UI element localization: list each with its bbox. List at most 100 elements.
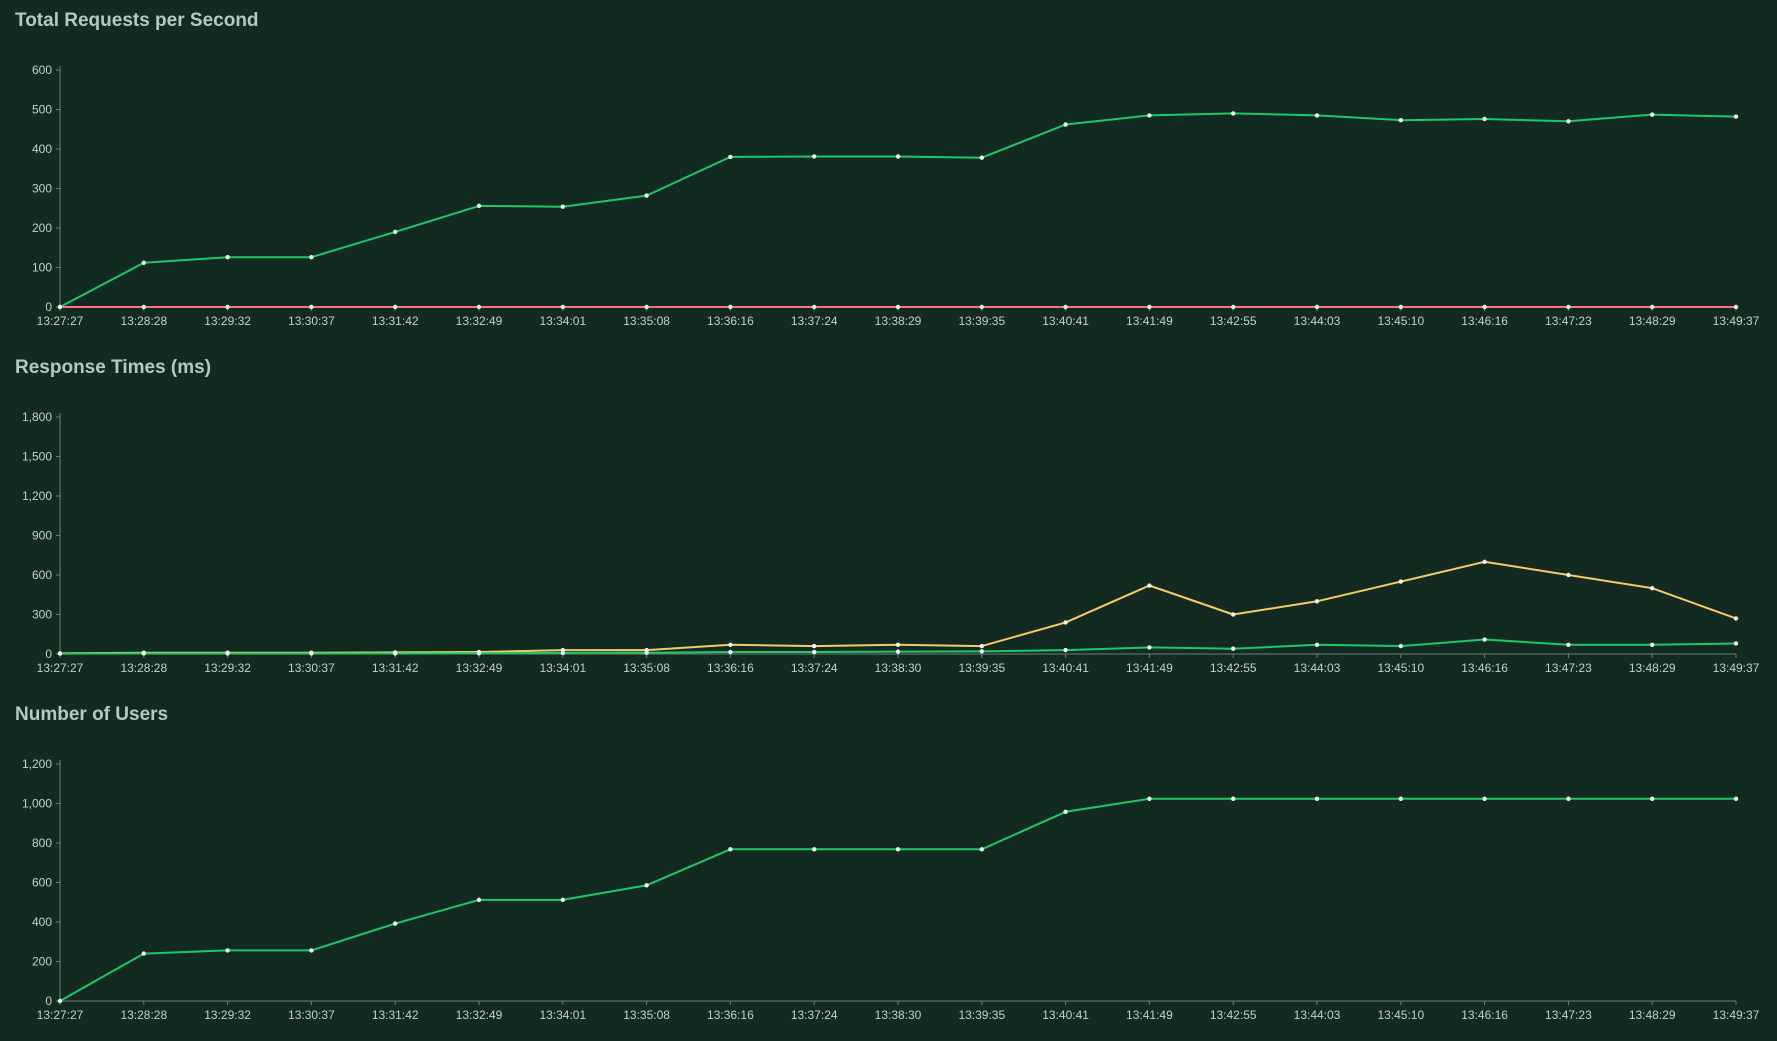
data-point — [812, 304, 817, 310]
y-tick-label: 500 — [32, 103, 52, 117]
x-tick-label: 13:31:42 — [372, 1008, 419, 1022]
data-point — [1566, 119, 1571, 124]
data-point — [1398, 796, 1404, 801]
x-tick-label: 13:46:16 — [1461, 661, 1508, 675]
x-tick-label: 13:37:24 — [791, 661, 838, 675]
data-point — [895, 154, 901, 159]
data-point — [225, 948, 230, 953]
y-tick-label: 1,200 — [22, 757, 52, 771]
data-point — [1566, 572, 1571, 578]
data-point — [225, 255, 230, 260]
x-tick-label: 13:34:01 — [539, 661, 586, 675]
data-point — [895, 649, 901, 654]
x-tick-label: 13:41:49 — [1126, 314, 1173, 328]
data-point — [1650, 585, 1655, 591]
x-tick-label: 13:27:27 — [37, 1008, 84, 1022]
response-times-chart-panel: Response Times (ms) 0 300 600 900 1,200 1,500… — [0, 357, 1777, 692]
data-point — [812, 649, 817, 655]
data-point — [1063, 304, 1068, 310]
data-point — [812, 154, 817, 159]
data-point — [1398, 579, 1404, 584]
data-point — [1147, 796, 1152, 801]
y-tick-label: 1,000 — [22, 797, 52, 811]
chart-title: Total Requests per Second — [15, 10, 259, 31]
data-point — [1231, 304, 1236, 310]
x-tick-label: 13:34:01 — [539, 1008, 586, 1022]
y-tick-label: 600 — [32, 568, 52, 582]
y-tick-label: 100 — [32, 261, 52, 275]
x-tick-label: 13:28:28 — [120, 661, 167, 675]
data-point — [1147, 113, 1152, 118]
data-point — [1398, 117, 1404, 123]
data-point — [1733, 796, 1739, 801]
data-point — [1147, 583, 1152, 588]
x-tick-label: 13:49:37 — [1713, 314, 1760, 328]
data-point — [644, 650, 649, 655]
data-point — [1231, 612, 1236, 617]
x-tick-label: 13:42:55 — [1210, 661, 1257, 675]
data-point — [476, 651, 482, 656]
data-point — [1650, 796, 1655, 801]
x-tick-label: 13:27:27 — [37, 314, 84, 328]
x-tick-label: 13:28:28 — [120, 314, 167, 328]
data-point — [225, 651, 230, 656]
data-point — [1650, 112, 1655, 117]
data-point — [309, 948, 314, 953]
y-tick-label: 1,800 — [22, 410, 52, 424]
y-tick-label: 300 — [32, 182, 52, 196]
data-point — [141, 260, 146, 265]
data-point — [141, 304, 146, 310]
x-tick-label: 13:27:27 — [37, 661, 84, 675]
data-point — [1733, 304, 1739, 310]
data-point — [560, 897, 565, 903]
data-point — [1566, 642, 1571, 647]
x-tick-label: 13:48:29 — [1629, 1008, 1676, 1022]
y-tick-label: 900 — [32, 529, 52, 543]
data-point — [728, 154, 733, 160]
rps-chart-panel: Total Requests per Second 0 100 200 300 400 5… — [0, 10, 1777, 345]
y-tick-label: 600 — [32, 876, 52, 890]
x-tick-label: 13:48:29 — [1629, 314, 1676, 328]
y-tick-label: 1,500 — [22, 450, 52, 464]
data-point — [1733, 114, 1739, 119]
x-tick-label: 13:45:10 — [1377, 661, 1424, 675]
data-point — [728, 642, 733, 647]
x-tick-label: 13:48:29 — [1629, 661, 1676, 675]
y-tick-label: 0 — [45, 994, 52, 1008]
x-tick-label: 13:29:32 — [204, 314, 251, 328]
chart-title: Response Times (ms) — [15, 357, 212, 378]
data-point — [1482, 796, 1487, 801]
x-tick-label: 13:42:55 — [1210, 1008, 1257, 1022]
x-tick-label: 13:47:23 — [1545, 314, 1592, 328]
y-tick-label: 1,200 — [22, 489, 52, 503]
y-tick-label: 0 — [45, 647, 52, 661]
x-tick-label: 13:49:37 — [1713, 661, 1760, 675]
data-point — [560, 650, 565, 656]
data-point — [57, 304, 63, 310]
data-point — [895, 642, 901, 647]
data-point — [1063, 620, 1068, 625]
x-tick-label: 13:29:32 — [204, 661, 251, 675]
data-point — [1314, 642, 1320, 647]
x-tick-label: 13:39:35 — [958, 1008, 1005, 1022]
x-tick-label: 13:35:08 — [623, 661, 670, 675]
data-point — [141, 651, 146, 656]
x-tick-label: 13:34:01 — [539, 314, 586, 328]
x-tick-label: 13:32:49 — [456, 314, 503, 328]
data-point — [141, 951, 146, 956]
x-tick-label: 13:40:41 — [1042, 661, 1089, 675]
data-point — [393, 651, 398, 656]
data-point — [644, 304, 649, 310]
y-tick-label: 600 — [32, 63, 52, 77]
data-point — [979, 649, 984, 654]
x-tick-label: 13:45:10 — [1377, 1008, 1424, 1022]
data-point — [1398, 643, 1404, 649]
data-point — [1482, 637, 1487, 642]
data-point — [728, 847, 733, 852]
y-tick-label: 400 — [32, 915, 52, 929]
data-point — [476, 897, 482, 903]
data-point — [309, 255, 314, 260]
x-tick-label: 13:37:24 — [791, 1008, 838, 1022]
data-point — [1482, 304, 1487, 310]
x-tick-label: 13:38:30 — [875, 1008, 922, 1022]
